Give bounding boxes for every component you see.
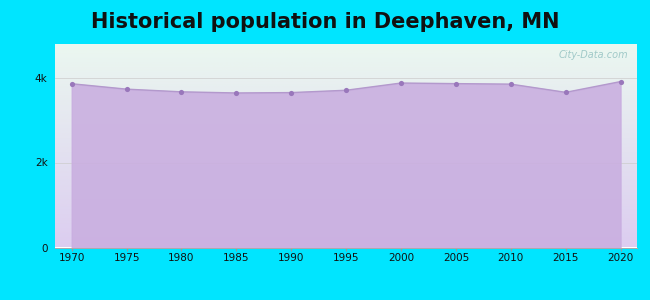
Point: [506, 82, 516, 86]
Point: [396, 81, 406, 85]
Point: [66, 81, 77, 86]
Point: [286, 90, 296, 95]
Point: [616, 79, 626, 84]
Point: [341, 88, 351, 93]
Point: [176, 89, 187, 94]
Point: [122, 87, 132, 92]
Text: City-Data.com: City-Data.com: [558, 50, 629, 60]
Text: Historical population in Deephaven, MN: Historical population in Deephaven, MN: [91, 12, 559, 32]
Point: [450, 81, 461, 86]
Point: [231, 91, 242, 95]
Point: [560, 90, 571, 95]
